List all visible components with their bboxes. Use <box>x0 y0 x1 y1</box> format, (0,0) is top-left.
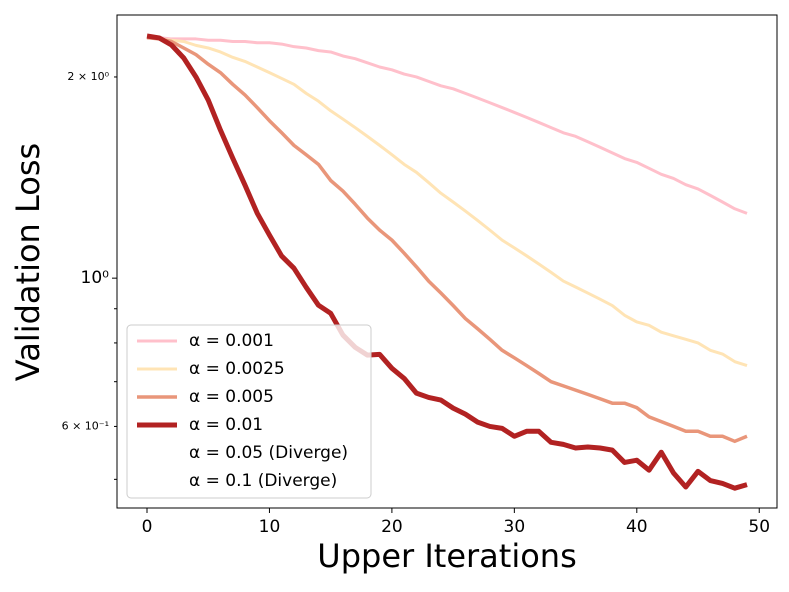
series-line <box>146 36 748 367</box>
plot-frame <box>116 14 778 509</box>
legend-label: α = 0.01 <box>189 415 263 435</box>
legend-label: α = 0.05 (Diverge) <box>189 443 348 463</box>
y-axis-label: Validation Loss <box>9 143 47 381</box>
legend-label: α = 0.0025 <box>189 359 285 379</box>
x-tick-label: 10 <box>259 517 281 537</box>
legend-box <box>126 324 372 499</box>
y-tick-label: 10⁰ <box>81 268 110 288</box>
x-axis-label: Upper Iterations <box>317 537 576 575</box>
x-tick-label: 30 <box>504 517 526 537</box>
y-tick-label: 2 × 10⁰ <box>67 70 109 83</box>
series-line <box>147 36 748 215</box>
x-tick-label: 0 <box>142 517 153 537</box>
series-line <box>146 33 748 491</box>
series-line <box>146 35 748 444</box>
x-tick-label: 20 <box>381 517 403 537</box>
legend-label: α = 0.005 <box>189 387 274 407</box>
x-tick-label: 50 <box>748 517 770 537</box>
x-tick-label: 40 <box>626 517 648 537</box>
y-tick-label: 6 × 10⁻¹ <box>62 419 109 432</box>
legend-label: α = 0.1 (Diverge) <box>189 471 337 491</box>
legend-label: α = 0.001 <box>189 331 274 351</box>
